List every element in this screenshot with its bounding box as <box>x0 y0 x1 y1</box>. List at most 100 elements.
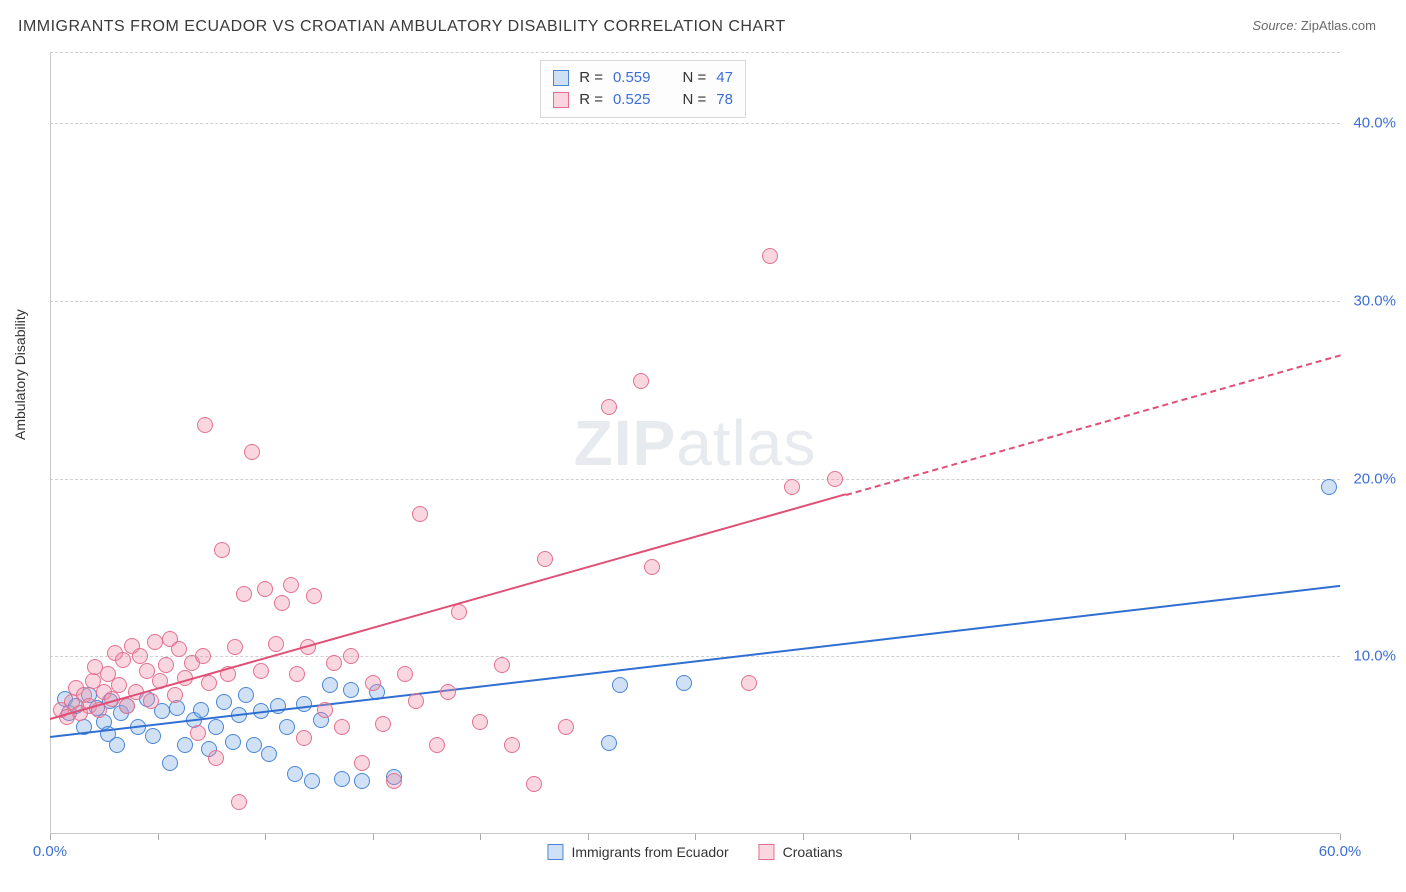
scatter-point-croatians <box>526 776 542 792</box>
x-tick <box>480 834 481 840</box>
legend-n-value: 47 <box>716 67 733 89</box>
source-attribution: Source: ZipAtlas.com <box>1252 18 1376 33</box>
scatter-point-croatians <box>236 586 252 602</box>
scatter-point-croatians <box>296 730 312 746</box>
trend-line-croatians-dashed <box>845 354 1340 496</box>
source-value: ZipAtlas.com <box>1301 18 1376 33</box>
scatter-point-croatians <box>283 577 299 593</box>
series-legend-item-croatians: Croatians <box>759 844 843 860</box>
scatter-point-croatians <box>190 725 206 741</box>
scatter-point-croatians <box>762 248 778 264</box>
scatter-point-croatians <box>633 373 649 389</box>
scatter-point-croatians <box>354 755 370 771</box>
scatter-point-croatians <box>601 399 617 415</box>
scatter-point-ecuador <box>261 746 277 762</box>
scatter-point-croatians <box>397 666 413 682</box>
source-label: Source: <box>1252 18 1297 33</box>
scatter-point-croatians <box>558 719 574 735</box>
scatter-point-ecuador <box>193 702 209 718</box>
scatter-point-croatians <box>343 648 359 664</box>
legend-stats-box: R = 0.559 N = 47R = 0.525 N = 78 <box>540 60 746 118</box>
y-tick-label: 10.0% <box>1353 648 1396 665</box>
scatter-point-croatians <box>147 634 163 650</box>
grid-line <box>50 301 1340 302</box>
scatter-point-ecuador <box>601 735 617 751</box>
legend-stats-row-croatians: R = 0.525 N = 78 <box>553 89 733 111</box>
legend-r-value: 0.525 <box>613 89 651 111</box>
scatter-point-ecuador <box>354 773 370 789</box>
scatter-point-croatians <box>208 750 224 766</box>
scatter-point-ecuador <box>1321 479 1337 495</box>
scatter-point-croatians <box>201 675 217 691</box>
scatter-point-croatians <box>119 698 135 714</box>
scatter-point-croatians <box>440 684 456 700</box>
scatter-point-croatians <box>494 657 510 673</box>
scatter-point-croatians <box>317 702 333 718</box>
scatter-point-croatians <box>306 588 322 604</box>
legend-r-value: 0.559 <box>613 67 651 89</box>
scatter-point-croatians <box>158 657 174 673</box>
series-legend-label: Immigrants from Ecuador <box>571 844 728 860</box>
scatter-point-croatians <box>257 581 273 597</box>
scatter-point-croatians <box>231 794 247 810</box>
legend-r-label: R = <box>579 67 603 89</box>
y-axis-label: Ambulatory Disability <box>12 309 28 440</box>
scatter-point-croatians <box>408 693 424 709</box>
plot-area: ZIPatlas 10.0%20.0%30.0%40.0%0.0%60.0%R … <box>50 52 1340 834</box>
y-tick-label: 40.0% <box>1353 115 1396 132</box>
legend-swatch-croatians <box>553 92 569 108</box>
grid-line <box>50 52 1340 53</box>
scatter-point-ecuador <box>304 773 320 789</box>
y-tick-label: 30.0% <box>1353 292 1396 309</box>
legend-r-label: R = <box>579 89 603 111</box>
scatter-point-ecuador <box>612 677 628 693</box>
scatter-point-croatians <box>268 636 284 652</box>
scatter-point-ecuador <box>287 766 303 782</box>
scatter-point-ecuador <box>225 734 241 750</box>
series-legend: Immigrants from Ecuador Croatians <box>547 844 842 860</box>
scatter-point-ecuador <box>216 694 232 710</box>
scatter-point-croatians <box>504 737 520 753</box>
scatter-point-croatians <box>171 641 187 657</box>
x-tick <box>1233 834 1234 840</box>
x-tick <box>695 834 696 840</box>
x-tick <box>1125 834 1126 840</box>
legend-n-value: 78 <box>716 89 733 111</box>
scatter-point-croatians <box>143 693 159 709</box>
x-tick-label: 60.0% <box>1319 843 1362 860</box>
scatter-point-ecuador <box>208 719 224 735</box>
x-tick <box>158 834 159 840</box>
series-legend-label: Croatians <box>783 844 843 860</box>
scatter-point-croatians <box>375 716 391 732</box>
scatter-point-croatians <box>412 506 428 522</box>
scatter-point-ecuador <box>334 771 350 787</box>
scatter-point-croatians <box>274 595 290 611</box>
x-tick <box>588 834 589 840</box>
scatter-point-croatians <box>197 417 213 433</box>
scatter-point-ecuador <box>322 677 338 693</box>
scatter-point-croatians <box>429 737 445 753</box>
trend-line-ecuador <box>50 585 1340 738</box>
scatter-point-ecuador <box>279 719 295 735</box>
series-legend-item-ecuador: Immigrants from Ecuador <box>547 844 728 860</box>
scatter-point-croatians <box>326 655 342 671</box>
scatter-point-croatians <box>386 773 402 789</box>
x-tick-label: 0.0% <box>33 843 67 860</box>
scatter-point-ecuador <box>676 675 692 691</box>
legend-swatch-ecuador <box>553 70 569 86</box>
scatter-point-ecuador <box>109 737 125 753</box>
legend-n-label: N = <box>683 89 707 111</box>
chart-title: IMMIGRANTS FROM ECUADOR VS CROATIAN AMBU… <box>18 18 786 36</box>
scatter-point-croatians <box>244 444 260 460</box>
scatter-point-croatians <box>214 542 230 558</box>
scatter-point-croatians <box>334 719 350 735</box>
scatter-point-croatians <box>195 648 211 664</box>
watermark: ZIPatlas <box>574 406 817 480</box>
x-tick <box>1018 834 1019 840</box>
scatter-point-croatians <box>827 471 843 487</box>
scatter-point-croatians <box>537 551 553 567</box>
x-tick <box>803 834 804 840</box>
grid-line <box>50 656 1340 657</box>
scatter-point-ecuador <box>343 682 359 698</box>
scatter-point-ecuador <box>177 737 193 753</box>
